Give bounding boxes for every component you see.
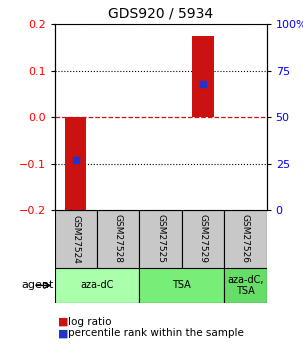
Text: GSM27526: GSM27526: [241, 215, 250, 264]
Bar: [139, 268, 224, 303]
Bar: [182, 210, 224, 268]
Text: ■: ■: [58, 317, 68, 326]
Bar: [65, 117, 86, 215]
Bar: [139, 210, 182, 268]
Bar: [224, 268, 267, 303]
Text: GSM27528: GSM27528: [114, 215, 123, 264]
Bar: [55, 268, 139, 303]
Bar: [224, 210, 267, 268]
Text: GSM27524: GSM27524: [71, 215, 80, 263]
Text: ■: ■: [58, 328, 68, 338]
Bar: [192, 36, 214, 117]
Text: TSA: TSA: [172, 280, 191, 290]
Text: GSM27529: GSM27529: [198, 215, 208, 264]
Text: percentile rank within the sample: percentile rank within the sample: [68, 328, 244, 338]
Text: aza-dC: aza-dC: [80, 280, 114, 290]
Text: agent: agent: [21, 280, 54, 290]
Text: aza-dC,
TSA: aza-dC, TSA: [227, 275, 264, 296]
Text: log ratio: log ratio: [68, 317, 112, 326]
Bar: [55, 210, 97, 268]
Text: GSM27525: GSM27525: [156, 215, 165, 264]
Bar: [97, 210, 139, 268]
Title: GDS920 / 5934: GDS920 / 5934: [108, 6, 213, 20]
